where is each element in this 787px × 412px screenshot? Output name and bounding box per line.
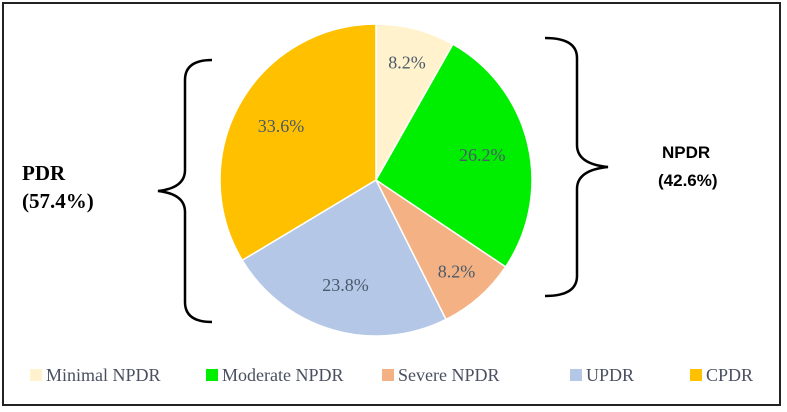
legend-swatch-updr bbox=[570, 369, 582, 381]
pie-slice-updr bbox=[241, 178, 447, 337]
legend-label-updr: UPDR bbox=[586, 365, 634, 385]
npdr-group-percent: (42.6%) bbox=[658, 171, 718, 190]
legend-swatch-minimal-npdr bbox=[30, 369, 42, 381]
legend-label-moderate-npdr: Moderate NPDR bbox=[222, 365, 343, 385]
slice-label-moderate-npdr: 26.2% bbox=[459, 145, 506, 165]
legend-swatch-moderate-npdr bbox=[206, 369, 218, 381]
pdr-group-label: PDR bbox=[22, 161, 66, 185]
slice-label-minimal-npdr: 8.2% bbox=[388, 52, 426, 72]
pie-slice-cpdr bbox=[219, 23, 377, 262]
pdr-brace bbox=[157, 58, 213, 324]
legend-label-minimal-npdr: Minimal NPDR bbox=[46, 365, 161, 385]
pie-slices bbox=[219, 23, 533, 337]
legend-label-cpdr: CPDR bbox=[706, 365, 753, 385]
legend: Minimal NPDR Moderate NPDR Severe NPDR UPDR… bbox=[30, 365, 753, 385]
slice-label-updr: 23.8% bbox=[322, 275, 369, 295]
npdr-group-label: NPDR bbox=[662, 143, 710, 162]
legend-swatch-severe-npdr bbox=[382, 369, 394, 381]
pie-slice-moderate-npdr bbox=[375, 43, 533, 268]
pie-slice-labels: 8.2% 26.2% 8.2% 23.8% 33.6% bbox=[258, 52, 506, 295]
legend-label-severe-npdr: Severe NPDR bbox=[398, 365, 500, 385]
legend-swatch-cpdr bbox=[690, 369, 702, 381]
npdr-brace bbox=[544, 36, 609, 298]
pdr-group-percent: (57.4%) bbox=[22, 189, 94, 213]
slice-label-cpdr: 33.6% bbox=[258, 116, 305, 136]
slice-label-severe-npdr: 8.2% bbox=[438, 261, 476, 281]
